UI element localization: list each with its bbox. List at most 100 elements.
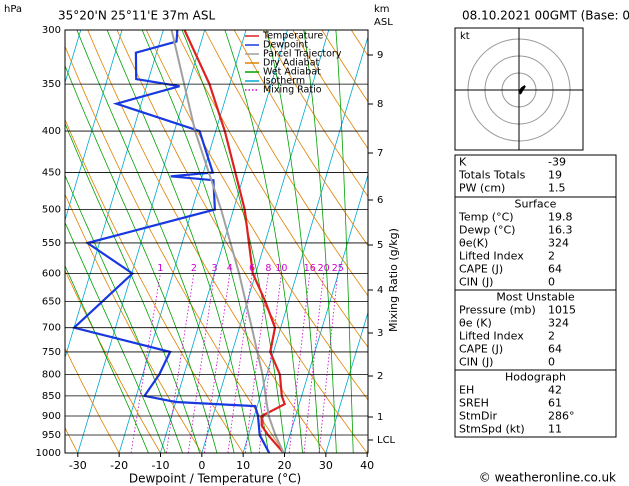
dry-adiabat [292,30,368,150]
mixing-ratio-line [258,273,282,453]
row-label: StmDir [459,410,498,423]
chart-title: 35°20'N 25°11'E 37m ASL [58,9,215,23]
isotherm [118,30,247,453]
row-label: Pressure (mb) [459,304,536,317]
row-label: CAPE (J) [459,343,503,356]
row-value: 0 [548,356,555,369]
row-value: 1015 [548,304,576,317]
section-title: Hodograph [505,371,566,384]
dry-adiabat [394,6,629,470]
dry-adiabat [422,6,629,470]
date: 08.10.2021 00GMT (Base: 00) [462,9,629,23]
dry-adiabat [65,118,244,453]
isotherm [160,30,288,453]
row-value: 19 [548,169,562,182]
row-value: 324 [548,317,569,330]
plot-frame [64,29,369,454]
isotherm [0,6,47,470]
background-lines [0,6,629,470]
mixing-ratio-tick-label: 1 [157,263,163,274]
wet-adiabat [106,30,252,453]
row-label: Totals Totals [458,169,526,182]
x-tick-label: 30 [319,459,333,472]
pressure-tick-label: 600 [42,269,61,280]
pressure-tick-label: 300 [42,25,61,36]
mixing-ratio-line [227,273,253,453]
km-tick-label: 2 [377,371,383,382]
pressure-tick-label: 700 [42,323,61,334]
row-value: 61 [548,397,562,410]
row-value: -39 [548,156,566,169]
km-tick-label: 7 [377,148,383,159]
dry-adiabat [566,6,629,470]
row-value: 2 [548,250,555,263]
mixing-ratio-tick-label: 8 [265,263,271,274]
row-label: Lifted Index [459,250,524,263]
mixing-ratio-line [318,273,339,453]
wet-adiabat [303,30,337,453]
row-value: 16.3 [548,224,573,237]
row-value: 42 [548,384,562,397]
km-tick-label: 6 [377,195,383,206]
dry-adiabat [365,6,629,470]
pressure-tick-label: 450 [42,167,61,178]
legend-label: Parcel Trajectory [263,49,342,60]
isotherm [242,35,368,453]
pressure-tick-label: 900 [42,411,61,422]
mixing-ratio-tick-label: 16 [304,263,316,274]
km-tick-label: LCL [377,435,396,446]
legend-label: Temperature [262,31,323,42]
mixing-ratio-tick-label: 10 [275,263,287,274]
pressure-tick-label: 850 [42,391,61,402]
isotherm [201,30,330,453]
pressure-unit: hPa [4,4,22,15]
row-label: Dewp (°C) [459,224,515,237]
hodograph-trace [518,85,526,95]
mixing-ratio-line [303,273,324,453]
legend-label: Isotherm [263,76,305,87]
pressure-tick-label: 650 [42,297,61,308]
legend-label: Dewpoint [263,40,308,51]
x-tick-label: 20 [277,459,291,472]
x-axis-label: Dewpoint / Temperature (°C) [129,472,301,486]
wet-adiabat [335,30,354,453]
mixing-ratio-tick-label: 4 [227,263,233,274]
dry-adiabat [204,30,368,297]
row-value: 64 [548,343,562,356]
km-tick-label: 4 [377,285,383,296]
mixing-ratio-tick-label: 20 [318,263,330,274]
isotherm [77,30,206,453]
legend-label: Wet Adiabat [263,67,321,78]
hodograph-unit: kt [460,31,470,42]
row-value: 64 [548,263,562,276]
isotherm [65,30,123,222]
section-title: Surface [515,198,557,211]
pressure-tick-label: 500 [42,204,61,215]
wet-adiabat [65,221,166,453]
wet-adiabat [65,264,149,453]
row-label: SREH [459,397,489,410]
mixing-ratio-tick-label: 2 [191,263,197,274]
km-tick-label: 3 [377,328,383,339]
wet-adiabat [65,64,218,453]
pressure-tick-label: 350 [42,79,61,90]
x-tick-label: -10 [152,459,170,472]
x-tick-label: 10 [236,459,250,472]
section-title: Most Unstable [496,291,575,304]
legend-label: Mixing Ratio [263,85,322,96]
mixing-ratio-tick-label: 6 [249,263,255,274]
dry-adiabat [65,193,203,453]
mixing-ratio-label: Mixing Ratio (g/kg) [387,228,400,332]
km-tick-label: 5 [377,240,383,251]
dry-adiabat [65,269,161,453]
row-label: CIN (J) [459,356,493,369]
dry-adiabat [65,347,120,453]
pressure-tick-label: 950 [42,430,61,441]
km-tick-label: 1 [377,412,383,423]
mixing-ratio-line [203,273,231,453]
mixing-ratio-line [244,273,269,453]
row-label: PW (cm) [459,182,505,195]
x-tick-label: -20 [110,459,128,472]
mixing-ratio-line [288,273,311,453]
